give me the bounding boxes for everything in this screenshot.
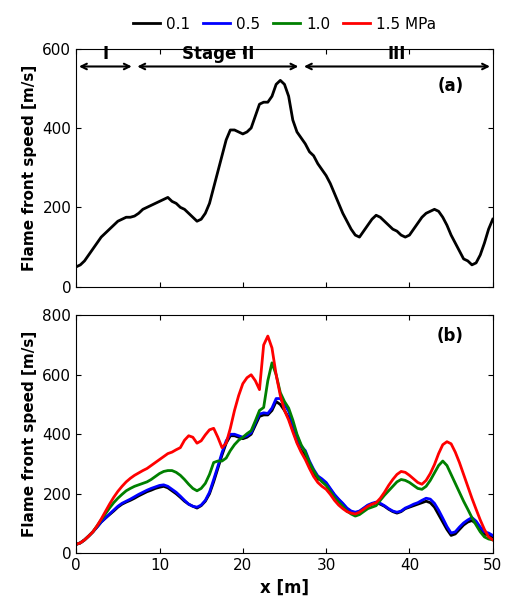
- Text: (a): (a): [437, 77, 464, 95]
- Text: I: I: [102, 46, 108, 63]
- Text: (b): (b): [437, 327, 464, 345]
- X-axis label: x [m]: x [m]: [260, 579, 309, 596]
- Text: III: III: [388, 46, 406, 63]
- Text: Stage II: Stage II: [182, 46, 254, 63]
- Y-axis label: Flame front speed [m/s]: Flame front speed [m/s]: [22, 331, 37, 537]
- Y-axis label: Flame front speed [m/s]: Flame front speed [m/s]: [22, 64, 37, 271]
- Legend: 0.1, 0.5, 1.0, 1.5 MPa: 0.1, 0.5, 1.0, 1.5 MPa: [126, 11, 442, 38]
